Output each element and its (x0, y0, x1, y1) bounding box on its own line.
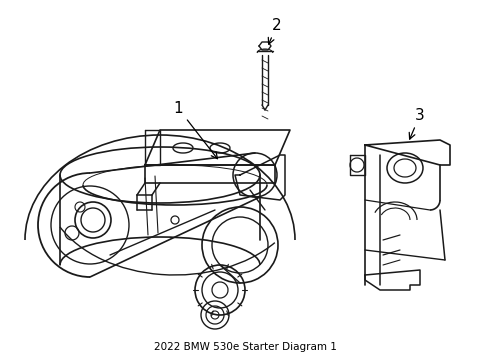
Text: 2022 BMW 530e Starter Diagram 1: 2022 BMW 530e Starter Diagram 1 (153, 342, 336, 352)
Text: 1: 1 (173, 100, 217, 159)
Text: 3: 3 (408, 108, 424, 139)
Polygon shape (259, 42, 270, 50)
Text: 2: 2 (268, 18, 281, 44)
